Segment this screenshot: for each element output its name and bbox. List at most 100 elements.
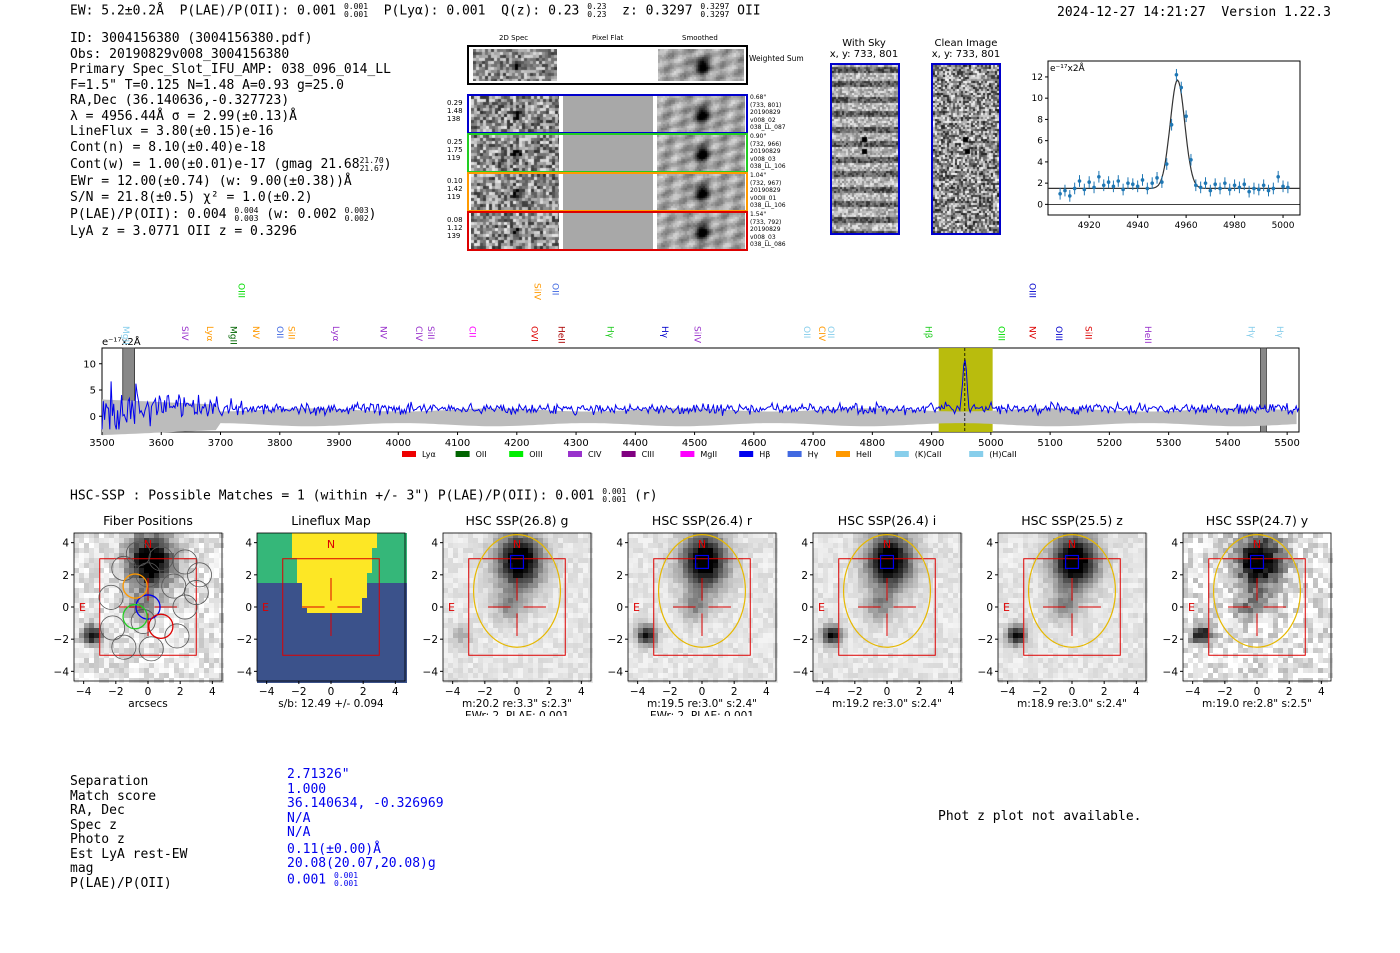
image-pixel	[458, 673, 463, 678]
image-pixel	[528, 673, 533, 678]
map-pixel	[277, 653, 282, 658]
image-pixel	[753, 558, 758, 563]
map-pixel	[392, 618, 397, 623]
image-pixel	[189, 663, 194, 668]
image-pixel	[159, 678, 164, 683]
map-pixel	[332, 533, 337, 538]
image-pixel	[493, 558, 498, 563]
image-pixel	[713, 598, 718, 603]
data-point	[1160, 180, 1164, 184]
map-pixel	[372, 533, 377, 538]
map-pixel	[342, 643, 347, 648]
map-pixel	[307, 608, 312, 613]
map-pixel	[362, 588, 367, 593]
image-pixel	[204, 598, 209, 603]
image-pixel	[114, 578, 119, 583]
image-pixel	[838, 638, 843, 643]
map-pixel	[302, 658, 307, 663]
image-pixel	[114, 633, 119, 638]
image-pixel	[873, 538, 878, 543]
hsc-summary-text: HSC-SSP : Possible Matches = 1 (within +…	[70, 488, 595, 504]
north-label: N	[698, 538, 706, 551]
map-pixel	[342, 543, 347, 548]
map-pixel	[357, 593, 362, 598]
image-pixel	[658, 578, 663, 583]
image-pixel	[184, 608, 189, 613]
image-pixel	[154, 638, 159, 643]
spec2d-panel: 2D Spec Pixel Flat Smoothed Weighted Sum…	[447, 34, 804, 254]
map-pixel	[277, 643, 282, 648]
map-pixel	[362, 548, 367, 553]
image-pixel	[878, 578, 883, 583]
map-pixel	[257, 543, 262, 548]
image-pixel	[149, 638, 154, 643]
image-pixel	[528, 538, 533, 543]
map-pixel	[297, 543, 302, 548]
image-pixel	[169, 603, 174, 608]
data-point	[1058, 191, 1062, 196]
image-pixel	[109, 608, 114, 613]
image-pixel	[184, 678, 189, 683]
image-pixel	[478, 608, 483, 613]
image-pixel	[743, 543, 748, 548]
image-pixel	[119, 558, 124, 563]
image-pixel	[763, 573, 768, 578]
image-pixel	[628, 533, 633, 538]
image-pixel	[723, 583, 728, 588]
image-pixel	[938, 618, 943, 623]
image-pixel	[119, 598, 124, 603]
image-pixel	[498, 638, 503, 643]
image-pixel	[938, 583, 943, 588]
image-pixel	[573, 658, 578, 663]
image-pixel	[543, 533, 548, 538]
image-pixel	[99, 633, 104, 638]
image-pixel	[144, 553, 149, 558]
image-pixel	[568, 593, 573, 598]
image-pixel	[958, 558, 963, 563]
image-pixel	[938, 563, 943, 568]
image-pixel	[463, 553, 468, 558]
image-pixel	[733, 663, 738, 668]
weighted-2d-image	[473, 49, 557, 81]
image-pixel	[648, 658, 653, 663]
image-pixel	[848, 623, 853, 628]
map-pixel	[402, 548, 407, 553]
image-pixel	[763, 603, 768, 608]
map-pixel	[347, 593, 352, 598]
image-pixel	[813, 548, 818, 553]
image-pixel	[528, 578, 533, 583]
image-pixel	[104, 618, 109, 623]
image-pixel	[164, 678, 169, 683]
legend-label: (H)CaII	[989, 450, 1016, 459]
image-pixel	[648, 578, 653, 583]
image-pixel	[768, 658, 773, 663]
image-pixel	[723, 548, 728, 553]
image-pixel	[658, 563, 663, 568]
image-pixel	[458, 598, 463, 603]
image-pixel	[753, 648, 758, 653]
map-pixel	[382, 663, 387, 668]
image-pixel	[174, 678, 179, 683]
image-pixel	[713, 623, 718, 628]
image-pixel	[199, 573, 204, 578]
image-pixel	[463, 678, 468, 683]
image-pixel	[703, 548, 708, 553]
image-pixel	[713, 668, 718, 673]
image-pixel	[753, 623, 758, 628]
image-pixel	[493, 598, 498, 603]
map-pixel	[397, 638, 402, 643]
image-pixel	[733, 578, 738, 583]
image-pixel	[688, 668, 693, 673]
image-pixel	[873, 673, 878, 678]
info-primary: Primary Spec_Slot_IFU_AMP: 038_096_014_L…	[70, 62, 391, 77]
image-pixel	[893, 578, 898, 583]
image-pixel	[134, 663, 139, 668]
map-pixel	[362, 603, 367, 608]
map-pixel	[277, 588, 282, 593]
map-pixel	[287, 628, 292, 633]
image-pixel	[488, 608, 493, 613]
data-point	[1150, 181, 1154, 185]
map-pixel	[397, 578, 402, 583]
image-pixel	[528, 613, 533, 618]
image-pixel	[563, 668, 568, 673]
